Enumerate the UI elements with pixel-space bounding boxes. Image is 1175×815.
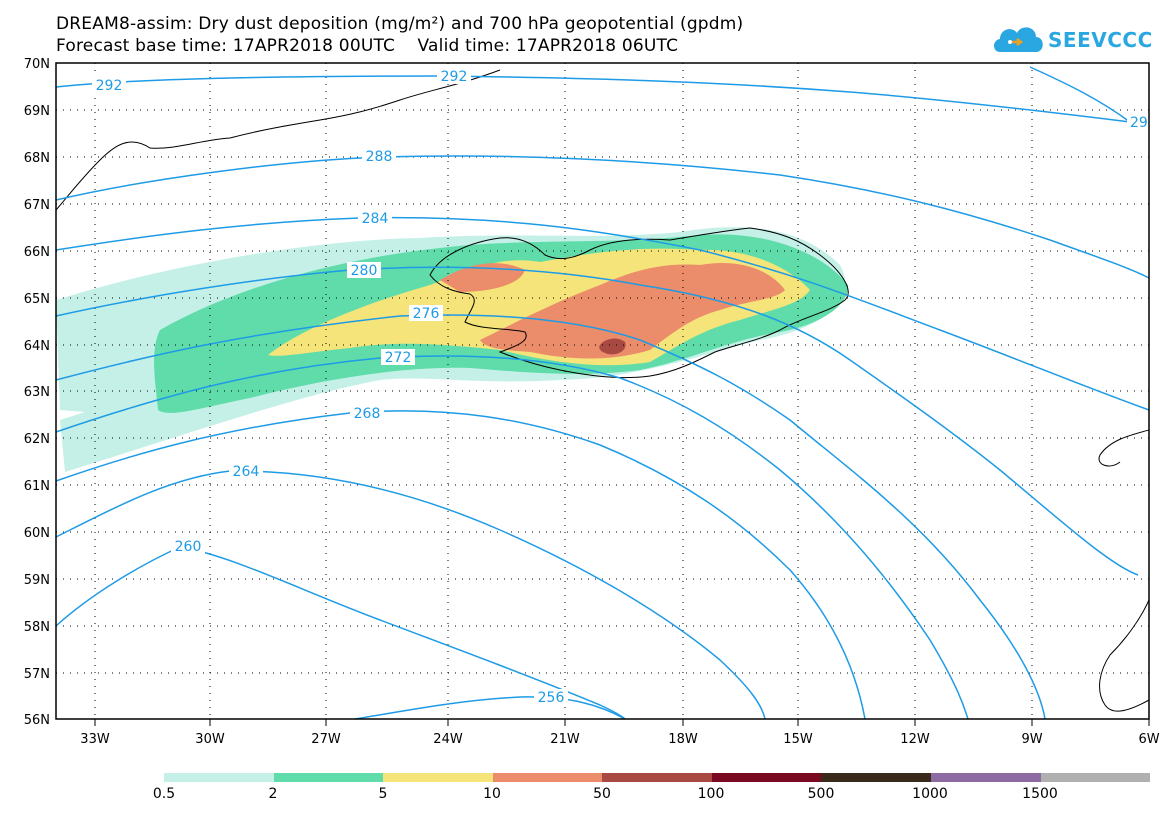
lon-label: 27W: [311, 732, 341, 747]
lon-label: 15W: [783, 732, 813, 747]
coastlines: [55, 69, 1150, 712]
lon-label: 30W: [195, 732, 225, 747]
lat-label: 57N: [24, 667, 50, 682]
lat-label: 58N: [24, 620, 50, 635]
contour-256: [354, 696, 626, 720]
contour-284: [55, 216, 1150, 411]
contour-label-280: 280: [351, 263, 378, 279]
legend-swatch: [711, 773, 822, 782]
legend-swatch: [930, 773, 1041, 782]
contour-label-284: 284: [362, 211, 389, 227]
legend-label: 500: [807, 786, 835, 802]
lat-label: 59N: [24, 573, 50, 588]
legend-label: 10: [483, 786, 501, 802]
iceland-coastline: [429, 227, 849, 379]
seevccc-logo: SEEVCCC: [990, 20, 1152, 60]
contour-label-260: 260: [175, 539, 202, 555]
contour-label-256: 256: [538, 690, 565, 706]
cloud-icon: [994, 27, 1043, 52]
lat-label: 60N: [24, 526, 50, 541]
contour-label-264: 264: [233, 464, 260, 480]
legend-swatch: [164, 773, 274, 782]
contour-label-292-center: 292: [441, 69, 468, 85]
lat-label: 67N: [24, 198, 50, 213]
lat-label: 65N: [24, 292, 50, 307]
legend-swatch: [383, 773, 493, 782]
lat-label: 69N: [24, 104, 50, 119]
contour-280: [55, 266, 1139, 576]
map-subtitle: Forecast base time: 17APR2018 00UTC Vali…: [56, 36, 679, 56]
legend-label: 5: [378, 786, 388, 802]
lon-label: 18W: [668, 732, 698, 747]
geopotential-contours: [55, 66, 1150, 720]
legend-swatch: [1040, 773, 1151, 782]
contour-260: [55, 546, 626, 720]
contour-label-272: 272: [385, 350, 412, 366]
contour-292-east: [1029, 66, 1131, 123]
longitude-labels: 33W 30W 27W 24W 21W 18W 15W 12W 9W 6W: [80, 732, 1159, 747]
contour-276: [55, 314, 1046, 720]
contour-label-292-west: 292: [96, 78, 123, 94]
lat-label: 61N: [24, 479, 50, 494]
lon-label: 33W: [80, 732, 110, 747]
lat-label: 56N: [24, 713, 50, 728]
lat-label: 68N: [24, 151, 50, 166]
lon-label: 12W: [900, 732, 930, 747]
color-legend: [164, 773, 1151, 782]
lon-label: 21W: [550, 732, 580, 747]
map-title: DREAM8-assim: Dry dust deposition (mg/m²…: [56, 14, 744, 34]
legend-swatch: [821, 773, 931, 782]
graticule: [56, 63, 1149, 719]
contour-272: [55, 355, 969, 720]
legend-labels: 0.5 2 5 10 50 100 500 1000 1500: [0, 786, 1175, 806]
legend-swatch: [492, 773, 603, 782]
lon-label: 24W: [433, 732, 463, 747]
contour-264: [55, 470, 766, 720]
legend-label: 100: [697, 786, 725, 802]
contour-label-268: 268: [354, 406, 381, 422]
legend-swatch: [273, 773, 384, 782]
contour-label-276: 276: [413, 306, 440, 322]
dust-deposition-field: [56, 227, 849, 472]
contour-288: [55, 155, 1150, 279]
contour-292: [55, 75, 1131, 123]
legend-label: 1500: [1022, 786, 1058, 802]
map-frame: [55, 62, 1150, 720]
lat-label: 66N: [24, 245, 50, 260]
legend-swatch: [602, 773, 712, 782]
axis-ticks: [94, 719, 1150, 726]
logo-text: SEEVCCC: [1048, 28, 1153, 52]
contour-268: [55, 410, 866, 720]
contour-label-288: 288: [366, 149, 393, 165]
lat-label: 70N: [24, 57, 50, 72]
lon-label: 6W: [1138, 732, 1159, 747]
lat-label: 63N: [24, 385, 50, 400]
legend-label: 0.5: [152, 786, 176, 802]
latitude-labels: 70N 69N 68N 67N 66N 65N 64N 63N 62N 61N …: [24, 57, 50, 728]
legend-label: 1000: [912, 786, 948, 802]
legend-label: 50: [593, 786, 611, 802]
contour-label-29-east: 29: [1130, 115, 1148, 131]
legend-label: 2: [268, 786, 278, 802]
norway-coastline: [1099, 599, 1150, 712]
lat-label: 62N: [24, 432, 50, 447]
dust-level-50: [599, 338, 626, 355]
lon-label: 9W: [1021, 732, 1042, 747]
scotland-coastline: [1098, 429, 1150, 467]
greenland-coastline: [55, 69, 501, 211]
lat-label: 64N: [24, 339, 50, 354]
